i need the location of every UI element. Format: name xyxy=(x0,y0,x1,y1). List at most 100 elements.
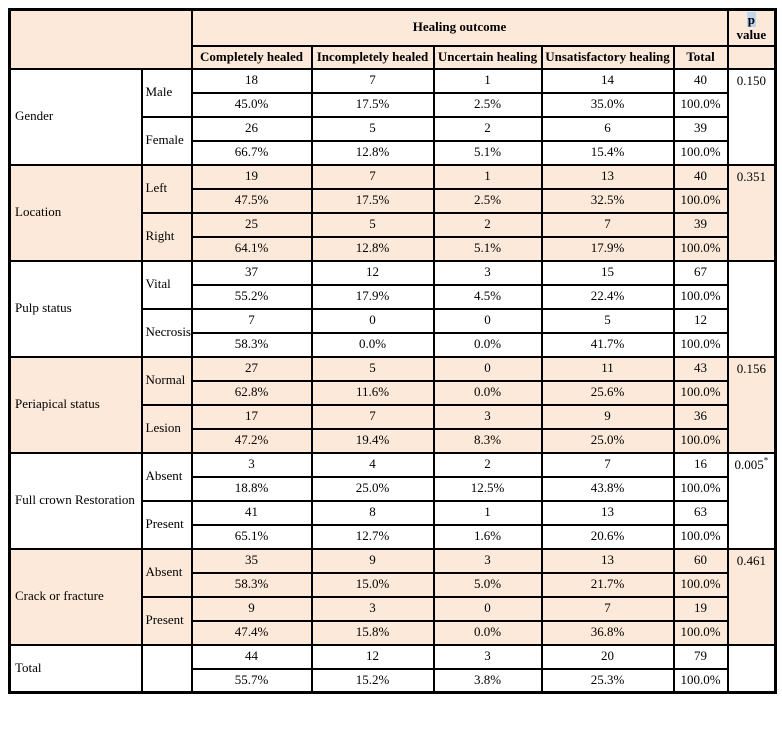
count-cell: 12 xyxy=(310,259,435,286)
count-cell: 13 xyxy=(540,499,675,526)
percent-cell: 21.7% xyxy=(540,571,675,598)
count-cell: 0 xyxy=(432,307,543,334)
table-row: 47.4% 15.8% 0.0% 36.8% 100.0% xyxy=(10,619,776,646)
percent-cell: 55.7% xyxy=(190,667,313,694)
percent-cell: 8.3% xyxy=(432,427,543,454)
table-row: 47.2% 19.4% 8.3% 25.0% 100.0% xyxy=(10,427,776,454)
percent-cell: 100.0% xyxy=(672,523,729,550)
count-cell: 6 xyxy=(540,115,675,142)
table-row: 58.3% 15.0% 5.0% 21.7% 100.0% xyxy=(10,571,776,598)
table-row: Crack or fracture Absent 35 9 3 13 60 0.461 xyxy=(8,547,777,646)
percent-cell: 47.4% xyxy=(190,619,313,646)
count-cell: 40 xyxy=(672,67,729,94)
percent-cell: 100.0% xyxy=(672,139,729,166)
percent-cell: 0.0% xyxy=(432,619,543,646)
count-cell: 5 xyxy=(310,115,435,142)
percent-cell: 45.0% xyxy=(190,91,313,118)
count-cell: 16 xyxy=(672,451,729,478)
subcategory-cell: Normal xyxy=(140,355,193,406)
subcategory-cell: Lesion xyxy=(140,403,193,454)
count-cell: 40 xyxy=(672,163,729,190)
count-cell: 5 xyxy=(540,307,675,334)
table-row: 18.8% 25.0% 12.5% 43.8% 100.0% xyxy=(10,475,776,502)
percent-cell: 2.5% xyxy=(432,187,543,214)
percent-cell: 15.2% xyxy=(310,667,435,694)
category-cell: Full crown Restoration xyxy=(8,451,143,550)
p-value-cell: 0.351 xyxy=(726,163,777,262)
table-row: 65.1% 12.7% 1.6% 20.6% 100.0% xyxy=(10,523,776,550)
subcategory-cell: Left xyxy=(140,163,193,214)
p-value-cell: 0.005* xyxy=(726,451,777,550)
p-value-header-empty-cell xyxy=(726,44,777,70)
p-value-cell: 0.461 xyxy=(726,547,777,646)
header-columns-row: Completely healed Incompletely healed Un… xyxy=(10,44,777,70)
count-cell: 15 xyxy=(540,259,675,286)
category-cell: Crack or fracture xyxy=(8,547,143,646)
count-cell: 13 xyxy=(540,547,675,574)
p-value-cell: 0.156 xyxy=(726,355,777,454)
percent-cell: 20.6% xyxy=(540,523,675,550)
subcategory-cell: Right xyxy=(140,211,193,262)
count-cell: 79 xyxy=(672,643,729,670)
percent-cell: 58.3% xyxy=(190,571,313,598)
table-row: 45.0% 17.5% 2.5% 35.0% 100.0% xyxy=(10,91,776,118)
table-row: Right 25 5 2 7 39 xyxy=(10,211,776,262)
healing-outcome-header: Healing outcome xyxy=(190,8,729,47)
column-header-incompletely-healed: Incompletely healed xyxy=(310,44,435,70)
count-cell: 25 xyxy=(190,211,313,238)
count-cell: 3 xyxy=(432,643,543,670)
count-cell: 9 xyxy=(540,403,675,430)
count-cell: 8 xyxy=(310,499,435,526)
percent-cell: 0.0% xyxy=(432,379,543,406)
count-cell: 5 xyxy=(310,211,435,238)
table-body: Gender Male 18 7 1 14 40 0.150 45.0% 17.5% 2.5% 35.… xyxy=(8,67,777,694)
subcategory-cell xyxy=(140,643,193,694)
table-row: 58.3% 0.0% 0.0% 41.7% 100.0% xyxy=(10,331,776,358)
table-row: Total 44 12 3 20 79 xyxy=(8,643,777,694)
p-value-cell xyxy=(726,259,777,358)
percent-cell: 62.8% xyxy=(190,379,313,406)
count-cell: 41 xyxy=(190,499,313,526)
percent-cell: 66.7% xyxy=(190,139,313,166)
count-cell: 0 xyxy=(432,595,543,622)
percent-cell: 5.0% xyxy=(432,571,543,598)
p-value-asterisk: * xyxy=(763,455,769,466)
count-cell: 7 xyxy=(310,163,435,190)
count-cell: 60 xyxy=(672,547,729,574)
count-cell: 7 xyxy=(540,595,675,622)
count-cell: 37 xyxy=(190,259,313,286)
table-row: Lesion 17 7 3 9 36 xyxy=(10,403,776,454)
p-value-highlight: p xyxy=(746,12,756,27)
category-cell: Gender xyxy=(8,67,143,166)
table-row: Location Left 19 7 1 13 40 0.351 xyxy=(8,163,777,262)
corner-cell xyxy=(8,8,193,70)
count-cell: 63 xyxy=(672,499,729,526)
percent-cell: 100.0% xyxy=(672,427,729,454)
column-header-unsatisfactory-healing: Unsatisfactory healing xyxy=(540,44,675,70)
percent-cell: 17.9% xyxy=(540,235,675,262)
percent-cell: 0.0% xyxy=(310,331,435,358)
count-cell: 12 xyxy=(310,643,435,670)
count-cell: 67 xyxy=(672,259,729,286)
count-cell: 2 xyxy=(432,451,543,478)
percent-cell: 1.6% xyxy=(432,523,543,550)
count-cell: 3 xyxy=(310,595,435,622)
percent-cell: 43.8% xyxy=(540,475,675,502)
count-cell: 3 xyxy=(190,451,313,478)
count-cell: 7 xyxy=(540,451,675,478)
p-value-header-rest: value xyxy=(736,26,767,42)
percent-cell: 100.0% xyxy=(672,475,729,502)
count-cell: 11 xyxy=(540,355,675,382)
category-cell: Total xyxy=(8,643,143,694)
count-cell: 7 xyxy=(190,307,313,334)
percent-cell: 17.5% xyxy=(310,187,435,214)
percent-cell: 11.6% xyxy=(310,379,435,406)
percent-cell: 36.8% xyxy=(540,619,675,646)
percent-cell: 5.1% xyxy=(432,235,543,262)
count-cell: 36 xyxy=(672,403,729,430)
percent-cell: 100.0% xyxy=(672,331,729,358)
header-group-row: Healing outcome p value xyxy=(8,8,777,70)
count-cell: 19 xyxy=(672,595,729,622)
percent-cell: 58.3% xyxy=(190,331,313,358)
